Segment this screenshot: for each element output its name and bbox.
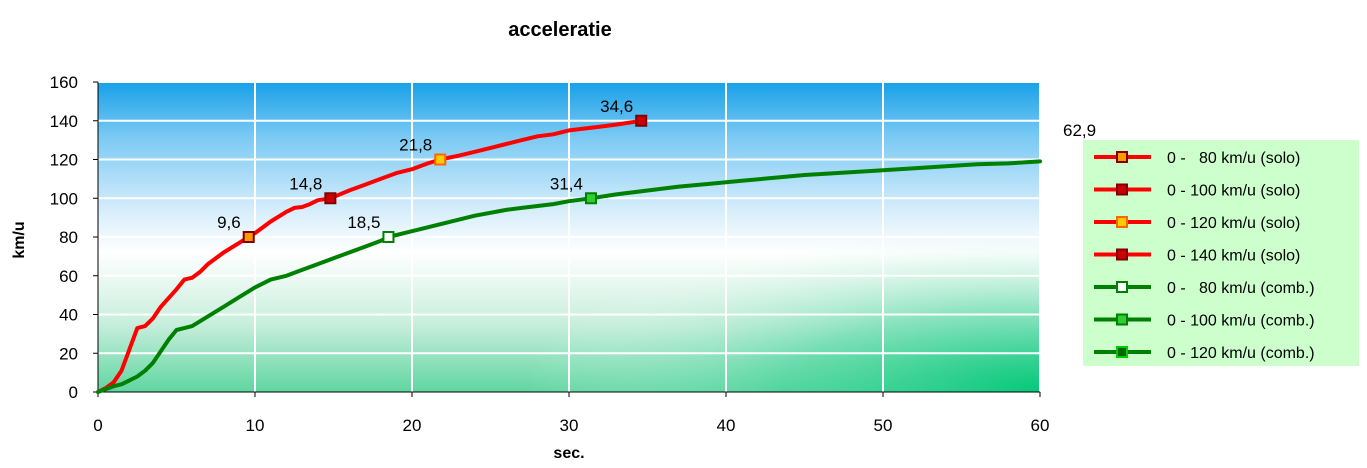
y-tick-label: 160 [50,73,78,92]
series-lines [96,118,1042,394]
legend-marker [1116,281,1128,293]
y-tick-label: 120 [50,151,78,170]
y-tick-label: 100 [50,189,78,208]
x-tick-label: 0 [93,416,102,435]
gridlines [98,81,1041,392]
x-tick-label: 40 [717,416,736,435]
y-tick-label: 60 [59,267,78,286]
legend-marker [1116,216,1128,228]
x-tick-label: 20 [403,416,422,435]
data-marker [635,114,648,127]
x-axis-title: sec. [553,445,584,462]
data-labels: 9,6 14,8 21,8 34,6 18,5 31,4 62,9 [217,97,1096,232]
x-tick-labels: 0 10 20 30 40 50 60 [93,416,1049,435]
legend-label: 0 - 80 km/u (solo) [1167,150,1300,167]
y-tick-label: 20 [59,344,78,363]
series-line-solo [96,118,644,394]
data-marker [434,153,447,166]
data-marker [584,192,597,205]
legend-label: 0 - 100 km/u (solo) [1167,183,1300,200]
y-tick-label: 40 [59,306,78,325]
legend: 0 - 80 km/u (solo) 0 - 100 km/u (solo) 0 -… [1083,140,1359,366]
legend-label: 0 - 140 km/u (solo) [1167,248,1300,265]
legend-marker [1116,151,1128,163]
legend-marker [1116,183,1128,196]
series-line-comb [96,159,1042,394]
x-tick-label: 30 [560,416,579,435]
y-tick-labels: 0 20 40 60 80 100 120 140 160 [50,73,78,402]
data-label: 31,4 [550,174,583,193]
legend-marker [1116,313,1128,326]
legend-label: 0 - 120 km/u (comb.) [1167,345,1315,362]
y-tick-label: 0 [69,383,78,402]
data-label: 14,8 [289,174,322,193]
series-markers [242,114,648,243]
data-marker [242,231,255,243]
legend-label: 0 - 80 km/u (comb.) [1167,280,1315,297]
x-tick-label: 60 [1031,416,1050,435]
chart-title: acceleratie [508,19,611,41]
data-label: 34,6 [600,97,633,116]
legend-label: 0 - 120 km/u (solo) [1167,215,1300,232]
axes [93,81,1041,397]
x-tick-label: 10 [246,416,265,435]
data-label: 62,9 [1063,121,1096,140]
x-tick-label: 50 [874,416,893,435]
y-axis-title: km/u [11,221,28,258]
data-label: 9,6 [217,213,241,232]
legend-label: 0 - 100 km/u (comb.) [1167,313,1315,330]
data-marker [382,231,395,243]
data-label: 21,8 [399,136,432,155]
data-label: 18,5 [347,213,380,232]
legend-marker [1116,346,1128,358]
data-marker [324,192,337,205]
y-tick-label: 80 [59,228,78,247]
y-tick-label: 140 [50,112,78,131]
legend-marker [1116,248,1128,261]
plot-area: 9,6 14,8 21,8 34,6 18,5 31,4 62,9 [93,81,1096,397]
